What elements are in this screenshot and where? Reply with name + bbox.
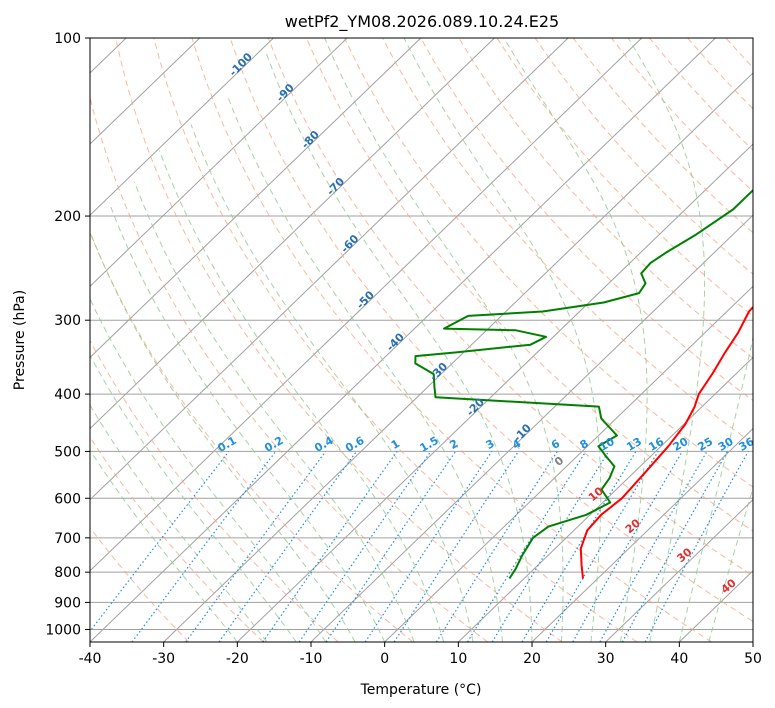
moist-adiabat-line	[226, 95, 503, 642]
x-axis-title: Temperature (°C)	[360, 682, 482, 698]
plot-frame	[89, 37, 754, 643]
mixing-ratio-line	[262, 451, 398, 642]
isotherm-line	[90, 38, 643, 572]
dry-adiabat-line	[90, 339, 339, 642]
isotherm-line	[90, 38, 348, 287]
y-tick-label: 100	[54, 31, 81, 47]
mixing-ratio-line	[393, 451, 519, 642]
mixing-ratio-line	[185, 451, 327, 642]
moist-adiabat-line	[403, 38, 602, 642]
x-axis: -40 -30 -20 -10 0 10 20 30 40 50	[79, 642, 762, 667]
x-tick-label: -20	[226, 651, 249, 667]
mixing-ratio-line	[325, 451, 457, 642]
moist-adiabat-line	[108, 202, 386, 642]
grid-layer	[90, 38, 753, 642]
isotherm-line	[605, 499, 753, 642]
moist-adiabat-line	[324, 38, 564, 642]
isotherm-line	[90, 38, 495, 430]
moist-adiabat-line	[90, 404, 268, 642]
moist-adiabat-line	[627, 38, 706, 642]
dry-adiabat-line	[191, 38, 712, 642]
mixing-ratio-line	[644, 451, 749, 642]
y-tick-label: 800	[54, 565, 81, 581]
dry-adiabat-line	[267, 38, 753, 577]
y-tick-label: 400	[54, 387, 81, 403]
dry-adiabat-line	[90, 436, 264, 642]
moist-adiabat-line	[708, 486, 753, 642]
y-tick-label: 900	[54, 595, 81, 611]
x-tick-label: 20	[523, 651, 541, 667]
y-tick-label: 500	[54, 444, 81, 460]
moist-adiabat-line	[264, 50, 533, 642]
dry-adiabat-line	[229, 38, 753, 622]
mixing-ratio-line	[364, 451, 493, 642]
mixing-ratio-line	[466, 451, 587, 642]
moist-adiabat-line	[133, 181, 415, 642]
moist-adiabat-line	[90, 449, 238, 642]
mixing-ratio-line	[599, 451, 708, 642]
y-tick-label: 200	[54, 209, 81, 225]
mixing-ratio-line	[131, 451, 277, 642]
x-tick-label: -30	[152, 651, 175, 667]
isotherm-line	[90, 38, 569, 501]
y-axis: 100 200 300 400 500 600 700 800 900 1000	[45, 31, 90, 638]
x-tick-label: -40	[79, 651, 102, 667]
moist-adiabat-line	[503, 38, 648, 642]
isotherm-line	[236, 143, 753, 642]
mixing-ratio-line	[621, 451, 729, 642]
y-tick-label: 600	[54, 491, 81, 507]
mixing-ratio-line	[298, 451, 432, 642]
dry-adiabat-line	[305, 38, 753, 532]
mixing-ratio-line	[218, 451, 357, 642]
mixing-ratio-line	[435, 451, 558, 642]
series-layer	[414, 188, 753, 580]
x-tick-label: 0	[380, 651, 389, 667]
isotherm-line	[531, 427, 753, 642]
temperature-profile-line	[579, 305, 753, 579]
x-tick-label: 10	[449, 651, 467, 667]
isotherm-line	[384, 285, 753, 642]
mixing-ratio-line	[491, 451, 610, 642]
dry-adiabat-line	[496, 38, 753, 317]
isotherm-line	[163, 72, 753, 642]
x-tick-label: 30	[597, 651, 615, 667]
dry-adiabat-line	[115, 38, 563, 642]
y-tick-label: 700	[54, 531, 81, 547]
isotherm-line	[90, 38, 201, 145]
y-tick-label: 1000	[45, 622, 81, 638]
moist-adiabat-line	[678, 334, 753, 642]
dry-adiabat-line	[90, 95, 488, 642]
dewpoint-profile-line	[414, 188, 753, 580]
y-tick-label: 300	[54, 313, 81, 329]
dry-adiabat-line	[153, 38, 638, 642]
isotherm-line	[90, 38, 422, 359]
chart-title: wetPf2_YM08.2026.089.10.24.E25	[285, 12, 559, 32]
x-tick-label: -10	[300, 651, 323, 667]
x-tick-label: 40	[670, 651, 688, 667]
moist-adiabat-line	[90, 230, 356, 642]
x-tick-label: 50	[744, 651, 762, 667]
isotherm-line	[90, 38, 716, 642]
moist-adiabat-line	[90, 354, 297, 642]
isotherm-line	[90, 38, 274, 216]
y-axis-title: Pressure (hPa)	[12, 290, 28, 390]
moist-adiabat-line	[190, 124, 474, 642]
moist-adiabat-line	[158, 150, 445, 642]
